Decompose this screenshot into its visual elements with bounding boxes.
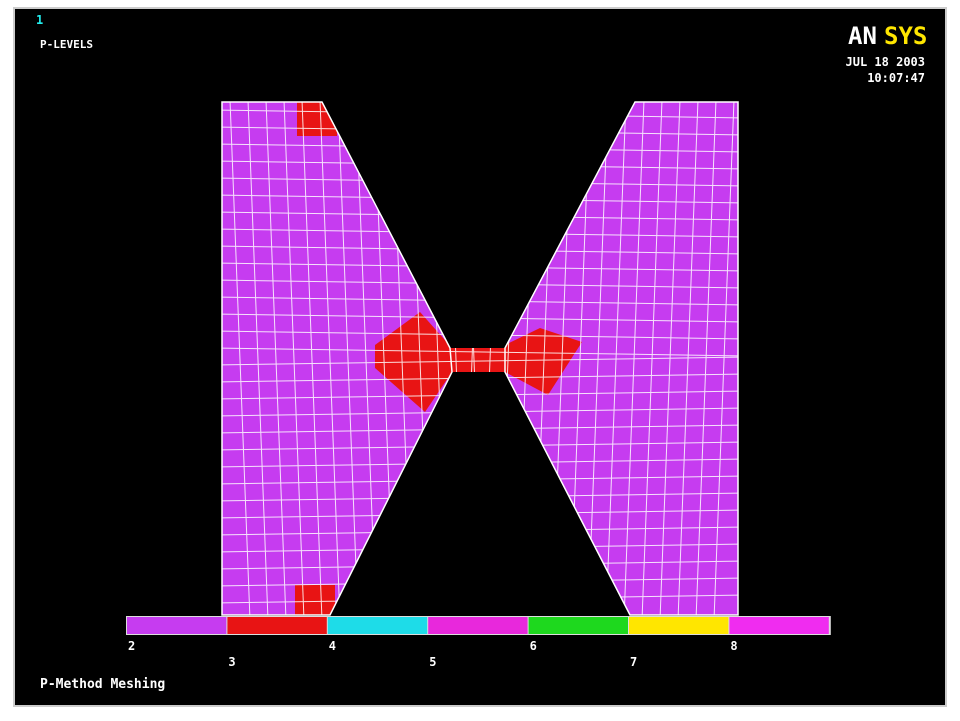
legend-swatch [729, 617, 828, 634]
legend-label: 3 [228, 655, 235, 669]
legend-label: 5 [429, 655, 436, 669]
date: JUL 18 2003 [846, 55, 925, 69]
plot-label: P-LEVELS [40, 38, 93, 51]
time: 10:07:47 [867, 71, 925, 85]
legend-label: 7 [630, 655, 637, 669]
legend-label: 6 [530, 639, 537, 653]
logo-an: AN [848, 22, 877, 50]
legend-swatch [629, 617, 728, 634]
legend-swatch [127, 617, 226, 634]
legend-label: 2 [128, 639, 135, 653]
page: 1 P-LEVELS AN SYS JUL 18 2003 10:07:47 2… [0, 0, 960, 721]
legend-swatch [227, 617, 326, 634]
footer-title: P-Method Meshing [40, 677, 165, 692]
legend-label: 4 [329, 639, 336, 653]
window-number: 1 [36, 13, 43, 27]
ansys-window: 1 P-LEVELS AN SYS JUL 18 2003 10:07:47 2… [0, 0, 960, 717]
legend-swatch [328, 617, 427, 634]
red-zone [295, 585, 335, 615]
legend-swatch [428, 617, 527, 634]
legend-label: 8 [730, 639, 737, 653]
logo-sys: SYS [884, 22, 927, 50]
legend-swatch [529, 617, 628, 634]
